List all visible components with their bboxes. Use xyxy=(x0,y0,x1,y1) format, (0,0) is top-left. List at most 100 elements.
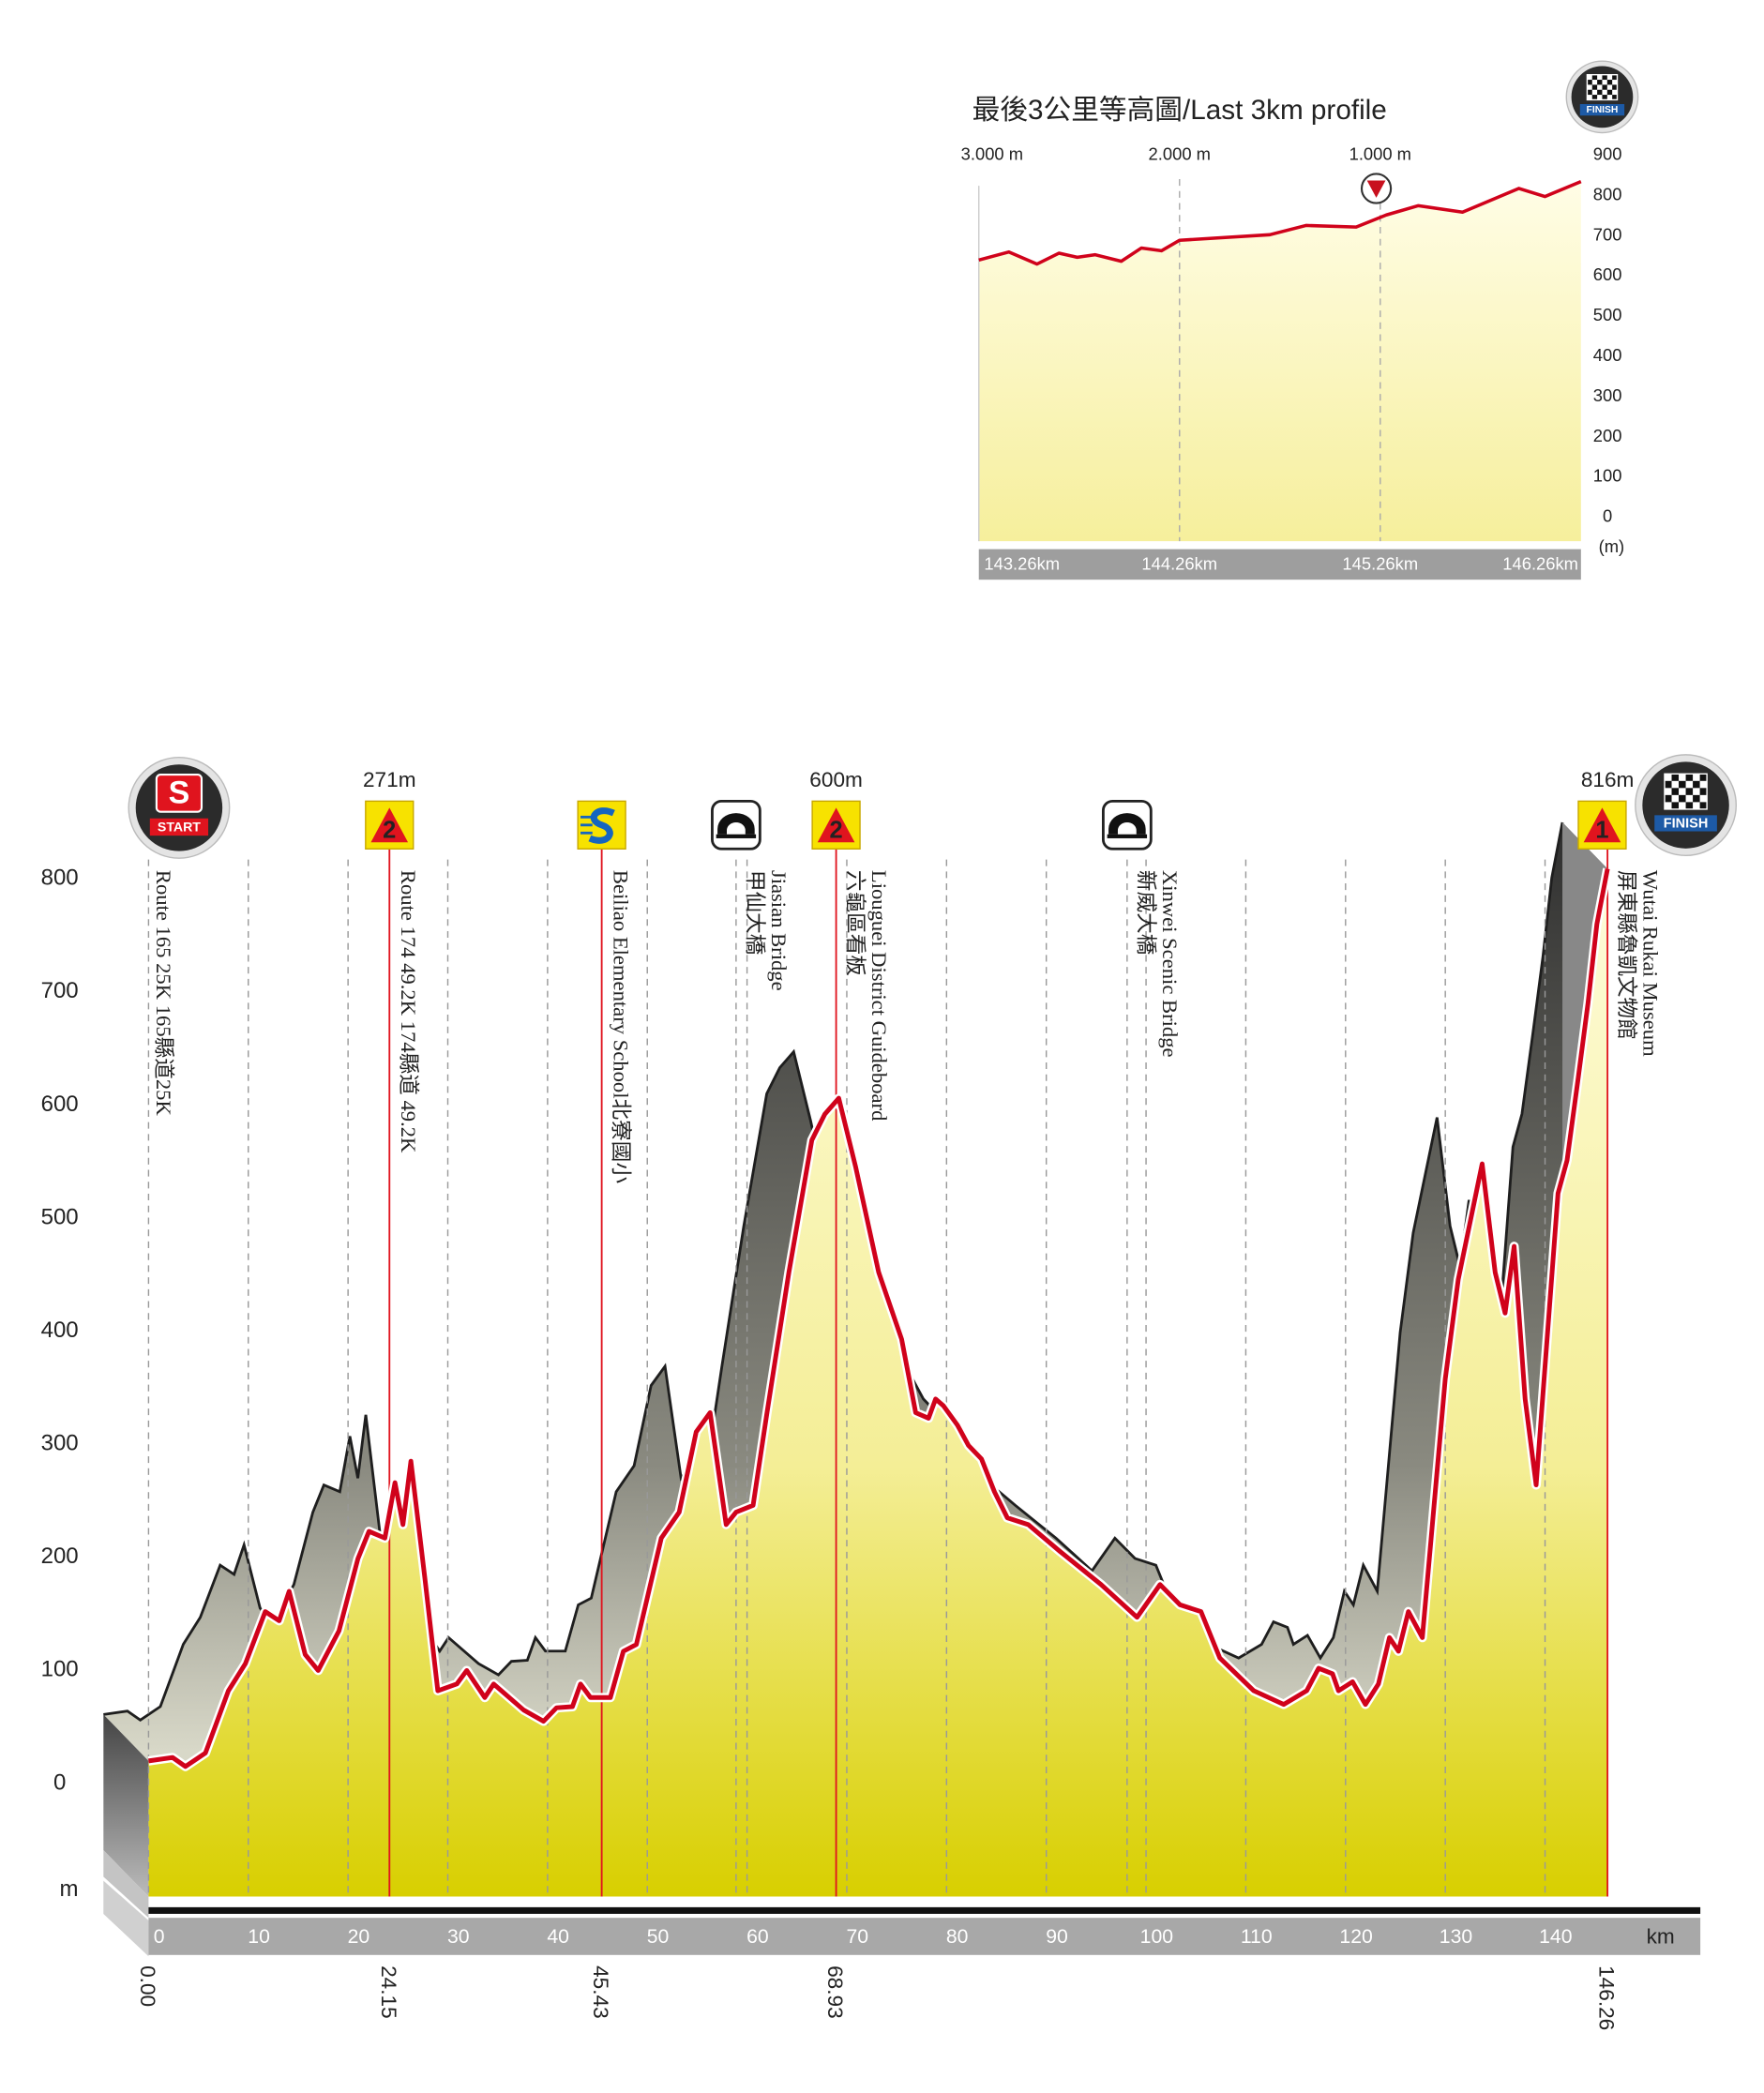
inset-area xyxy=(978,181,1581,542)
flag-square xyxy=(1587,95,1592,100)
checkpoint-label: 新威大橋 xyxy=(1135,870,1158,955)
x-tick-label: 70 xyxy=(846,1926,868,1948)
inset-top-label: 2.000 m xyxy=(1149,143,1211,163)
bridge-deck xyxy=(1107,834,1148,838)
inset-y-tick-label: 800 xyxy=(1593,184,1622,203)
flag-square xyxy=(1602,89,1607,96)
inset-y-tick-label: 500 xyxy=(1593,305,1622,324)
start-letter: S xyxy=(169,775,190,810)
flag-square xyxy=(1587,84,1592,90)
kom-category: 2 xyxy=(383,818,396,844)
x-tick-label: 50 xyxy=(647,1926,670,1948)
y-tick-label: 100 xyxy=(41,1657,79,1682)
inset-y-tick-label: 900 xyxy=(1593,143,1622,163)
inset-y-tick-label: 400 xyxy=(1593,345,1622,365)
kom-triangle xyxy=(817,807,855,843)
y-tick-label: 400 xyxy=(41,1318,79,1343)
checkpoint-label: Route 174 49.2K 174縣道 49.2K xyxy=(397,870,420,1153)
flag-square xyxy=(1606,84,1613,90)
flag-square xyxy=(1587,74,1592,81)
distance-label: 24.15 xyxy=(377,1965,400,2019)
summit-label: 816m xyxy=(1581,768,1635,791)
inset-x-tick-label: 146.26km xyxy=(1502,553,1578,573)
summit-label: 600m xyxy=(809,768,863,791)
flag-square xyxy=(1693,774,1700,781)
inset-top-label: 3.000 m xyxy=(961,143,1023,163)
flag-square xyxy=(1679,788,1686,795)
flag-square xyxy=(1664,802,1672,809)
flamme-rouge-triangle xyxy=(1366,180,1386,198)
checkpoint-label: 六龜區看板 xyxy=(843,870,867,976)
flag-square xyxy=(1664,774,1672,781)
x-tick-label: 110 xyxy=(1241,1926,1273,1948)
x-tick-label: 100 xyxy=(1140,1926,1173,1948)
flag-square xyxy=(1597,84,1603,90)
distance-label: 45.43 xyxy=(589,1965,612,2019)
flag-square xyxy=(1606,74,1613,81)
checkpoint-label: Wutai Rukai Museum xyxy=(1638,870,1662,1057)
distance-label: 0.00 xyxy=(136,1965,159,2007)
inset-y-tick-label: 0 xyxy=(1603,506,1612,526)
axis-band xyxy=(148,1918,1701,1955)
bridge-deck xyxy=(716,834,757,838)
y-tick-label: 500 xyxy=(41,1204,79,1229)
flag-square xyxy=(1597,74,1603,81)
flag-square xyxy=(1671,780,1680,789)
y-tick-label: 800 xyxy=(41,866,79,891)
flag-square xyxy=(1612,80,1618,85)
flag-square xyxy=(1699,794,1708,803)
bridge-arch xyxy=(717,813,755,835)
kom-triangle xyxy=(370,807,409,843)
inset-y-tick-label: 700 xyxy=(1593,224,1622,244)
flag-square xyxy=(1679,802,1686,809)
x-tick-label: 40 xyxy=(547,1926,569,1948)
inset-y-unit: (m) xyxy=(1599,536,1625,556)
profile-base xyxy=(103,1850,149,1919)
flag-square xyxy=(1699,780,1708,789)
checkpoint-label: Route 165 25K 165縣道25K xyxy=(152,870,175,1117)
inset-x-tick-label: 145.26km xyxy=(1342,553,1418,573)
x-tick-label: 120 xyxy=(1339,1926,1372,1948)
start-band xyxy=(149,818,209,836)
y-tick-label: 700 xyxy=(41,978,79,1003)
kom-category: 2 xyxy=(830,818,843,844)
flag-square xyxy=(1685,794,1694,803)
profile-wall xyxy=(103,1714,149,1897)
finish-label: FINISH xyxy=(1587,105,1619,115)
flag-square xyxy=(1685,780,1694,789)
sprint-s xyxy=(588,807,615,844)
inset-y-tick-label: 100 xyxy=(1593,466,1622,486)
y-unit: m xyxy=(60,1876,79,1902)
inset-chart: 最後3公里等高圖/Last 3km profile xyxy=(972,95,1387,126)
finish-label: FINISH xyxy=(1664,816,1709,831)
checkpoint-label: 甲仙大橋 xyxy=(744,870,767,955)
x-tick-label: 130 xyxy=(1440,1926,1472,1948)
inset-line xyxy=(978,179,1582,266)
inset-x-tick-label: 143.26km xyxy=(984,553,1060,573)
x-tick-label: 20 xyxy=(348,1926,370,1948)
x-tick-label: 140 xyxy=(1539,1926,1572,1948)
flag-square xyxy=(1664,788,1672,795)
flag-square xyxy=(1612,89,1618,96)
flag-square xyxy=(1597,95,1603,100)
start-box xyxy=(155,774,204,813)
flag-square xyxy=(1693,802,1700,809)
flag-square xyxy=(1679,774,1686,781)
checkpoint-label: Xinwei Scenic Bridge xyxy=(1158,870,1182,1058)
x-tick-label: 80 xyxy=(946,1926,969,1948)
finish-band xyxy=(1654,815,1717,832)
checkpoint-label: 屏東縣魯凱文物館 xyxy=(1615,870,1638,1040)
checkpoint-label: Liouguei District Guideboard xyxy=(867,870,891,1122)
y-tick-label: 300 xyxy=(41,1431,79,1456)
x-tick-label: 60 xyxy=(746,1926,769,1948)
inset-x-tick-label: 144.26km xyxy=(1141,553,1217,573)
axis-line xyxy=(148,1906,1701,1914)
kom-triangle xyxy=(1583,807,1621,843)
flag-square xyxy=(1693,788,1700,795)
x-tick-label: 10 xyxy=(248,1926,270,1948)
inset-top-label: 1.000 m xyxy=(1349,143,1411,163)
inset-y-tick-label: 600 xyxy=(1593,264,1622,284)
flag-square xyxy=(1606,95,1613,100)
y-tick-label: 0 xyxy=(53,1769,66,1795)
